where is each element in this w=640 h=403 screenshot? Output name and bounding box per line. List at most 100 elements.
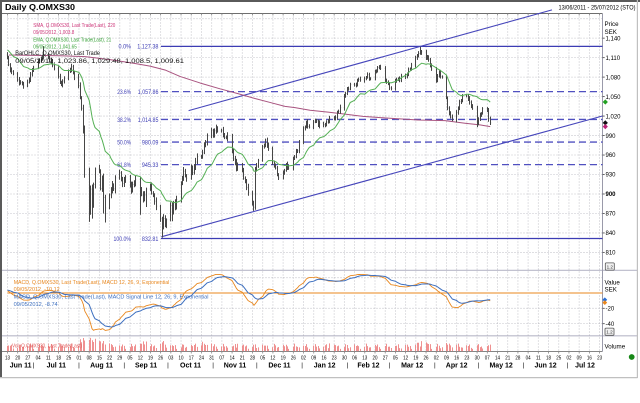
svg-text:11: 11	[536, 356, 541, 362]
svg-text:|: |	[567, 362, 569, 369]
svg-text:1,110: 1,110	[606, 56, 621, 62]
svg-text:26: 26	[291, 356, 296, 362]
svg-text:1.2: 1.2	[606, 330, 613, 335]
svg-text:31: 31	[209, 356, 214, 362]
svg-text:12: 12	[138, 356, 143, 362]
svg-text:Vol, Q.OMXS30, Last Trade(Last: Vol, Q.OMXS30, Last Trade(Last)	[12, 343, 82, 349]
svg-text:930: 930	[606, 173, 617, 179]
svg-text:|: |	[478, 362, 480, 369]
svg-text:25: 25	[556, 356, 561, 362]
svg-text:1,080: 1,080	[606, 75, 622, 81]
svg-text:0.0%: 0.0%	[119, 45, 132, 51]
svg-text:19: 19	[281, 356, 286, 362]
svg-text:18: 18	[546, 356, 551, 362]
svg-text:Apr 12: Apr 12	[446, 362, 468, 369]
svg-text:980.09: 980.09	[142, 140, 159, 146]
svg-text:17: 17	[189, 356, 194, 362]
svg-text:-20: -20	[606, 307, 615, 313]
svg-text:Jun 11: Jun 11	[10, 362, 32, 369]
svg-text:12: 12	[403, 356, 408, 362]
svg-text:|: |	[33, 362, 35, 369]
svg-text:25: 25	[66, 356, 71, 362]
svg-text:Price: Price	[605, 21, 620, 28]
svg-text:20: 20	[373, 356, 378, 362]
svg-text:16: 16	[454, 356, 459, 362]
svg-text:840: 840	[606, 231, 617, 237]
svg-text:16: 16	[321, 356, 326, 362]
svg-text:19: 19	[148, 356, 153, 362]
svg-text:945.33: 945.33	[142, 163, 159, 169]
svg-text:|: |	[256, 362, 258, 369]
svg-text:05: 05	[128, 356, 133, 362]
svg-text:Oct 11: Oct 11	[180, 362, 201, 369]
svg-text:12: 12	[270, 356, 275, 362]
svg-text:06: 06	[352, 356, 357, 362]
svg-text:23: 23	[464, 356, 469, 362]
svg-text:SMA, Q.OMXS30, Last Trade(Last: SMA, Q.OMXS30, Last Trade(Last), 220	[33, 23, 115, 29]
svg-text:11: 11	[46, 356, 51, 362]
svg-text:61.8%: 61.8%	[117, 163, 131, 169]
svg-text:14: 14	[495, 356, 500, 362]
svg-text:50.0%: 50.0%	[117, 140, 131, 146]
svg-text:900: 900	[606, 192, 617, 198]
svg-text:21: 21	[505, 356, 510, 362]
svg-text:832.81: 832.81	[142, 237, 159, 243]
svg-text:13/06/2011 - 25/07/2012 (STO): 13/06/2011 - 25/07/2012 (STO)	[559, 4, 636, 11]
svg-text:09/05/2012, 1,023.86, 1,029.48: 09/05/2012, 1,023.86, 1,029.48, 1,008.5,…	[15, 58, 184, 65]
svg-text:BarOHLC, Q.OMXS30, Last Trade: BarOHLC, Q.OMXS30, Last Trade	[15, 50, 100, 57]
svg-text:1,020: 1,020	[606, 114, 622, 120]
svg-text:Jul 12: Jul 12	[575, 362, 595, 369]
svg-text:100.0%: 100.0%	[114, 237, 132, 243]
svg-text:14: 14	[230, 356, 235, 362]
svg-text:05: 05	[393, 356, 398, 362]
svg-text:Aug 11: Aug 11	[90, 362, 113, 369]
svg-text:09: 09	[444, 356, 449, 362]
svg-text:27: 27	[383, 356, 388, 362]
svg-text:-40: -40	[606, 322, 615, 328]
svg-text:MACD, Q.OMXS30, Last Trade(Las: MACD, Q.OMXS30, Last Trade(Last), MACD 1…	[14, 280, 170, 286]
svg-text:MACD, Q.OMXS30, Last Trade(Las: MACD, Q.OMXS30, Last Trade(Last), MACD S…	[14, 295, 209, 301]
svg-text:08: 08	[87, 356, 92, 362]
svg-text:Jun 12: Jun 12	[535, 362, 557, 369]
svg-text:Dec 11: Dec 11	[268, 362, 290, 369]
svg-text:02: 02	[434, 356, 439, 362]
svg-text:09/05/2012, -8.74: 09/05/2012, -8.74	[14, 302, 58, 308]
svg-text:28: 28	[515, 356, 520, 362]
svg-text:Feb 12: Feb 12	[357, 362, 379, 369]
svg-text:19: 19	[413, 356, 418, 362]
svg-text:18: 18	[56, 356, 61, 362]
svg-text:30: 30	[342, 356, 347, 362]
svg-text:1.2: 1.2	[607, 265, 614, 270]
svg-text:May 12: May 12	[489, 362, 512, 369]
svg-text:28: 28	[250, 356, 255, 362]
svg-text:26: 26	[158, 356, 163, 362]
svg-text:09: 09	[577, 356, 582, 362]
svg-text:16: 16	[587, 356, 592, 362]
svg-text:22: 22	[107, 356, 112, 362]
svg-text:1,014.85: 1,014.85	[138, 118, 159, 124]
svg-text:27: 27	[25, 356, 30, 362]
svg-text:02: 02	[566, 356, 571, 362]
svg-text:20: 20	[15, 356, 20, 362]
svg-text:26: 26	[424, 356, 429, 362]
svg-text:|: |	[212, 362, 214, 369]
svg-text:870: 870	[606, 212, 617, 218]
svg-text:1,057.86: 1,057.86	[138, 90, 159, 96]
svg-text:|: |	[167, 362, 169, 369]
svg-text:960: 960	[606, 153, 617, 159]
svg-text:09: 09	[311, 356, 316, 362]
svg-text:10: 10	[179, 356, 184, 362]
svg-text:|: |	[523, 362, 525, 369]
svg-text:09/05/2012, 1,003.8: 09/05/2012, 1,003.8	[33, 30, 74, 36]
svg-text:29: 29	[117, 356, 122, 362]
svg-text:|: |	[123, 362, 125, 369]
svg-text:15: 15	[97, 356, 102, 362]
svg-text:30: 30	[475, 356, 480, 362]
svg-text:05: 05	[260, 356, 265, 362]
svg-text:24: 24	[199, 356, 204, 362]
svg-text:23: 23	[597, 356, 602, 362]
svg-text:|: |	[346, 362, 348, 369]
svg-text:21: 21	[240, 356, 245, 362]
svg-text:1,140: 1,140	[606, 36, 622, 42]
svg-text:07: 07	[485, 356, 490, 362]
